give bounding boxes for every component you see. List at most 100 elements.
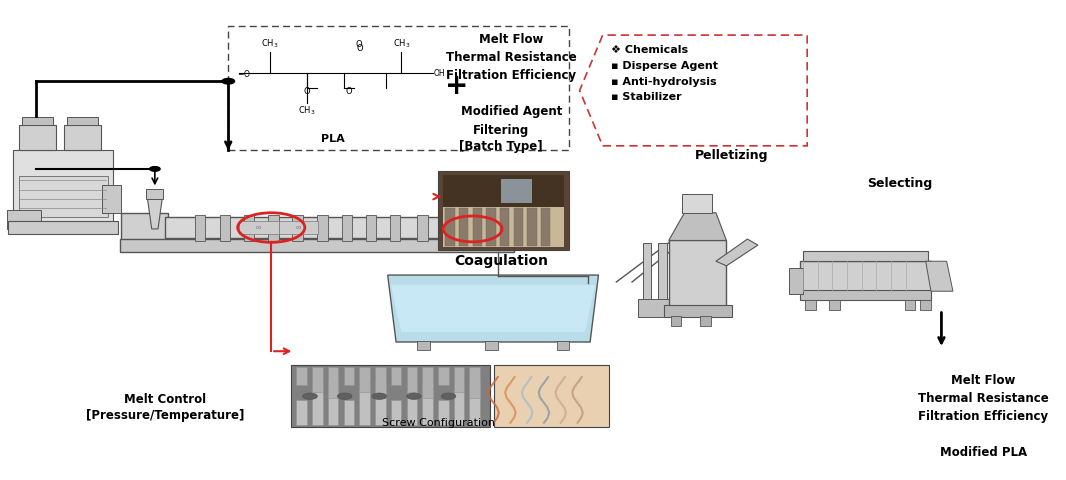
Bar [438,400,449,425]
Bar [443,204,564,247]
Bar [417,215,427,241]
Bar [359,390,370,425]
Bar [165,217,464,238]
Bar [292,215,303,241]
Bar [700,316,711,326]
Text: Coagulation: Coagulation [454,254,548,268]
Bar [18,176,108,217]
Text: PLA: PLA [321,133,345,144]
Polygon shape [668,213,726,240]
Text: Pelletizing: Pelletizing [695,149,769,162]
Bar [446,208,455,246]
Bar [443,175,564,206]
Bar [366,215,376,241]
Bar [469,381,480,425]
Bar [643,243,651,303]
Text: O: O [345,87,352,96]
Bar [789,268,803,294]
Bar [21,117,53,125]
Bar [556,341,569,350]
Bar [920,300,931,310]
Bar [905,300,916,310]
Bar [343,400,354,425]
Text: +: + [446,72,469,100]
Bar [540,208,550,246]
Bar [296,400,307,425]
Text: co: co [295,225,302,230]
Text: ❖ Chemicals
▪ Disperse Agent
▪ Anti-hydrolysis
▪ Stabilizer: ❖ Chemicals ▪ Disperse Agent ▪ Anti-hydr… [611,46,718,102]
Bar [122,213,168,243]
Bar [375,381,386,425]
Polygon shape [716,239,758,266]
Text: $\mathrm{O}$: $\mathrm{O}$ [355,38,364,49]
Bar [417,341,430,350]
Bar [406,367,417,392]
Bar [7,210,41,229]
Bar [328,367,338,398]
Text: Selecting: Selecting [867,177,932,190]
Bar [64,125,101,150]
Text: Filtering
[Batch Type]: Filtering [Batch Type] [459,124,543,153]
Text: O: O [304,87,310,96]
Bar [278,221,319,234]
Bar [803,251,927,261]
Bar [500,208,510,246]
Bar [485,341,498,350]
Bar [494,365,609,427]
Bar [454,367,464,392]
Bar [375,367,386,398]
Circle shape [372,393,387,399]
Bar [341,215,352,241]
Text: $\mathrm{CH_3}$: $\mathrm{CH_3}$ [261,37,279,49]
Bar [146,189,163,199]
Bar [120,239,514,252]
Bar [671,316,681,326]
Bar [454,390,464,425]
Bar [682,194,712,213]
Polygon shape [391,285,595,332]
Bar [829,300,840,310]
Polygon shape [147,199,162,229]
Bar [485,216,498,239]
Bar [102,185,122,213]
Text: Screw Configuration: Screw Configuration [382,418,495,428]
Circle shape [441,393,456,399]
Circle shape [337,393,352,399]
Bar [659,243,666,303]
Bar [514,208,523,246]
Bar [438,367,449,385]
Circle shape [149,167,160,171]
Circle shape [222,78,235,84]
Bar [296,367,307,385]
Bar [269,215,278,241]
Bar [469,367,480,398]
Bar [228,26,569,150]
Bar [805,300,815,310]
Bar [239,221,278,234]
Bar [663,305,731,317]
Bar [800,261,931,291]
Bar [291,365,490,427]
Bar [391,367,401,385]
Bar [528,208,536,246]
Bar [195,215,205,241]
Bar [463,213,485,243]
Bar [312,367,323,392]
Bar [459,208,468,246]
Bar [343,367,354,385]
Bar [501,179,532,203]
Bar [472,208,482,246]
Bar [328,381,338,425]
Polygon shape [388,275,598,342]
Bar [639,299,669,317]
Text: O: O [356,44,362,53]
Circle shape [303,393,318,399]
Bar [9,221,118,234]
Bar [422,367,433,398]
Bar [244,215,255,241]
Bar [312,390,323,425]
Bar [18,125,56,150]
Text: co: co [256,225,262,230]
Bar [438,171,569,250]
Text: OH: OH [434,69,446,78]
